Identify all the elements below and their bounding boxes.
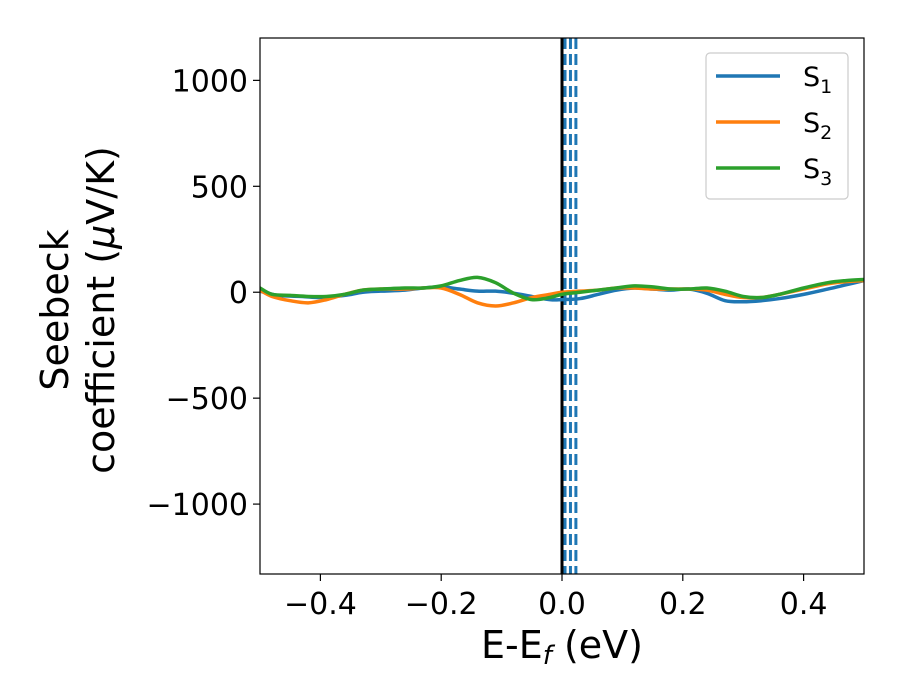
y-axis-label-mu: μ (79, 225, 123, 250)
y-tick-label: −1000 (147, 488, 248, 523)
x-axis-label-main: E-E (481, 623, 543, 667)
legend-frame (705, 52, 849, 200)
legend: S1 S2 S3 (705, 52, 849, 200)
legend-label-s1: S1 (803, 62, 832, 98)
series-line-s1 (260, 278, 864, 304)
y-axis-ticks: 1000 500 0 −500 −1000 (147, 64, 260, 523)
y-axis-label-line1: Seebeck (33, 229, 77, 390)
y-axis-label-line2-start: coefficient ( (79, 249, 123, 474)
x-tick-label: 0.0 (538, 587, 586, 622)
y-axis-label-line2-end: V/K) (79, 146, 123, 225)
x-tick-label: 0.2 (659, 587, 707, 622)
x-tick-label: −0.2 (405, 587, 478, 622)
vertical-lines (560, 38, 578, 574)
y-tick-label: 1000 (172, 64, 248, 99)
series-line-s3 (260, 275, 864, 302)
series-group (260, 275, 864, 308)
x-axis-ticks: −0.4 −0.2 0.0 0.2 0.4 (284, 574, 827, 622)
legend-label-s3: S3 (803, 154, 832, 190)
y-tick-label: 500 (191, 170, 248, 205)
x-axis-label-suffix: (eV) (552, 623, 643, 667)
x-axis-label: E-Ef (eV) (481, 623, 643, 671)
x-tick-label: −0.4 (284, 587, 357, 622)
y-axis-label: Seebeck coefficient (μV/K) (33, 146, 123, 474)
y-tick-label: −500 (166, 382, 248, 417)
legend-label-s2: S2 (803, 108, 832, 144)
y-axis-label-line2: coefficient (μV/K) (79, 146, 123, 474)
y-tick-label: 0 (229, 276, 248, 311)
x-tick-label: 0.4 (780, 587, 828, 622)
